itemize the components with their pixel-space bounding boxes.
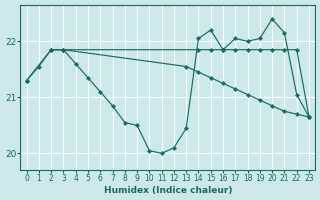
X-axis label: Humidex (Indice chaleur): Humidex (Indice chaleur) bbox=[104, 186, 232, 195]
